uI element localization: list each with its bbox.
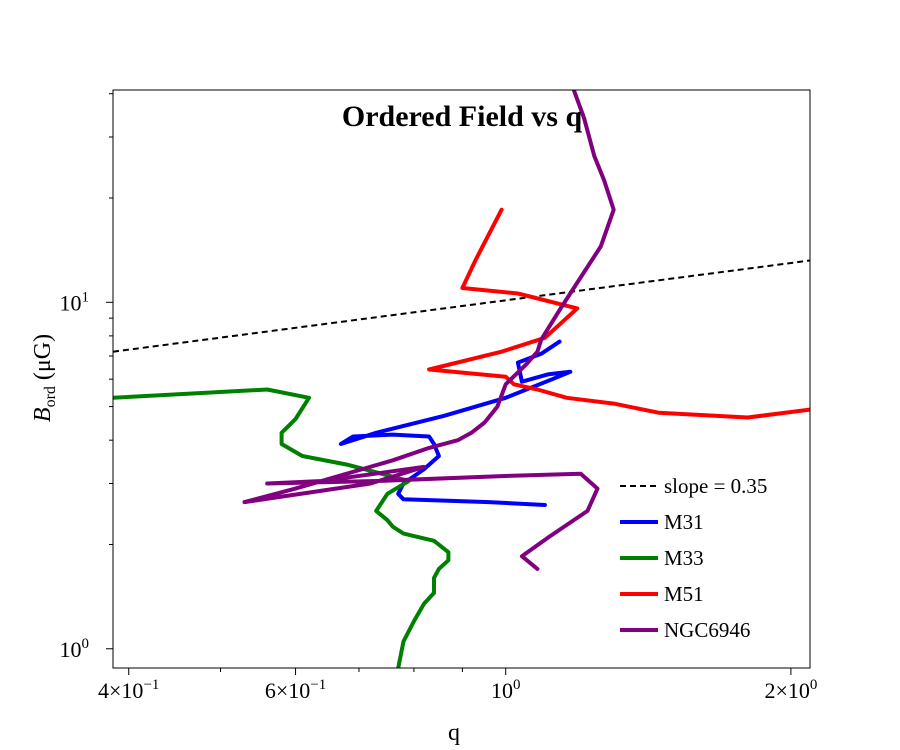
x-tick-label: 100 — [491, 677, 521, 703]
y-tick-label-exp: 1 — [82, 289, 90, 305]
y-tick-label-base: 10 — [60, 290, 82, 315]
legend-label: M33 — [664, 546, 704, 570]
x-tick-label-base: 10 — [491, 678, 513, 703]
legend-label: M31 — [664, 510, 704, 534]
x-tick-label-base: 6×10 — [265, 678, 310, 703]
legend: slope = 0.35 M31 M33 M51 NGC6946 — [620, 474, 767, 642]
y-axis-label-unit: (μG) — [30, 334, 56, 380]
x-tick-label-exp: 0 — [810, 677, 818, 693]
y-tick-label: 101 — [60, 289, 90, 315]
series-layer — [113, 90, 810, 668]
x-tick-label-base: 4×10 — [98, 678, 143, 703]
x-tick-label: 2×100 — [764, 677, 817, 703]
legend-label: NGC6946 — [664, 618, 750, 642]
series-line-slope-0-35 — [113, 259, 810, 353]
series-line-m51 — [427, 207, 810, 420]
y-axis-label-main: B — [30, 407, 56, 422]
x-tick-label-base: 2×10 — [764, 678, 809, 703]
y-tick-label: 100 — [60, 636, 90, 662]
y-axis-label-sub: ord — [42, 386, 59, 407]
series-line-ngc6946 — [242, 90, 616, 571]
x-tick-label-exp: −1 — [310, 677, 326, 693]
y-axis-label: Bord (μG) — [30, 334, 59, 422]
y-tick-label-base: 10 — [60, 637, 82, 662]
series-line-m31 — [338, 339, 573, 507]
legend-label: M51 — [664, 582, 704, 606]
plot-area — [113, 90, 810, 668]
x-tick-label-exp: 0 — [513, 677, 521, 693]
y-tick-label-exp: 0 — [82, 636, 90, 652]
x-tick-label: 4×10−1 — [98, 677, 159, 703]
x-tick-label: 6×10−1 — [265, 677, 326, 703]
series-line-m33 — [113, 387, 451, 668]
chart-title: Ordered Field vs q — [342, 100, 583, 133]
x-axis-label: q — [448, 720, 460, 746]
legend-label: slope = 0.35 — [664, 474, 767, 498]
x-tick-label-exp: −1 — [143, 677, 159, 693]
